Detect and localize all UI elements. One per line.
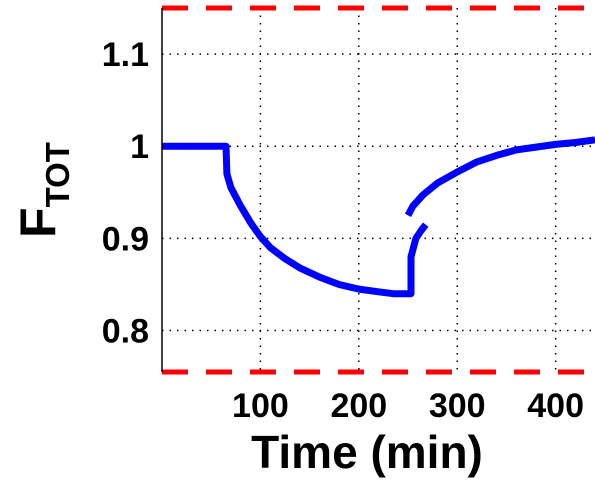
- x-tick-label: 200: [330, 387, 387, 425]
- svg-text:FTOT: FTOT: [10, 142, 76, 238]
- y-tick-label: 1: [130, 128, 149, 166]
- x-axis-label: Time (min): [251, 426, 483, 478]
- grid: [162, 8, 595, 372]
- reference-lines: [162, 5, 595, 375]
- y-tick-labels: 0.8 0.9 1 1.1: [102, 36, 149, 350]
- x-tick-label: 100: [232, 387, 289, 425]
- x-tick-label: 400: [527, 387, 584, 425]
- x-tick-label: 300: [429, 387, 486, 425]
- x-tick-labels: 100 200 300 400: [232, 387, 584, 425]
- series-0-segment-0: [162, 142, 429, 298]
- y-axis-label-main: F: [10, 207, 66, 238]
- y-tick-label: 0.9: [102, 220, 149, 258]
- series-layer: [162, 136, 595, 298]
- y-tick-label: 1.1: [102, 36, 149, 74]
- y-axis-label-sub: TOT: [39, 142, 76, 207]
- y-axis-label: FTOT: [10, 142, 76, 238]
- series-0-segment-1: [404, 136, 595, 217]
- y-tick-label: 0.8: [102, 313, 149, 351]
